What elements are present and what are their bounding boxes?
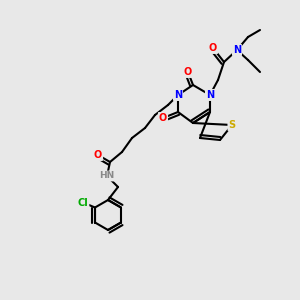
- Text: O: O: [159, 113, 167, 123]
- Text: N: N: [174, 90, 182, 100]
- Text: Cl: Cl: [78, 197, 88, 208]
- Text: O: O: [184, 67, 192, 77]
- Text: O: O: [209, 43, 217, 53]
- Text: HN: HN: [99, 172, 115, 181]
- Text: O: O: [94, 150, 102, 160]
- Text: N: N: [233, 45, 241, 55]
- Text: S: S: [228, 120, 236, 130]
- Text: N: N: [206, 90, 214, 100]
